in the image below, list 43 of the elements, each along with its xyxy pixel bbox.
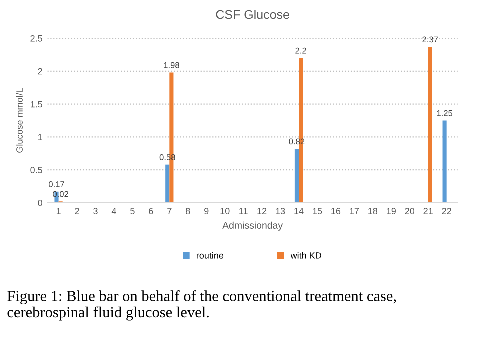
x-tick-label: 21	[424, 208, 433, 214]
x-tick-label: 4	[112, 208, 116, 214]
data-label: 1.25	[437, 110, 453, 116]
y-tick-label: 1.5	[30, 101, 42, 108]
bar	[442, 120, 447, 203]
x-tick-label: 17	[350, 208, 360, 214]
legend-label: with KD	[290, 252, 322, 259]
x-tick-label: 2	[75, 208, 80, 214]
data-label: 1.98	[164, 62, 180, 68]
x-tick-label: 20	[405, 208, 415, 214]
y-tick-label: 0.5	[30, 167, 42, 174]
x-tick-label: 19	[387, 208, 396, 214]
data-label: 2.2	[296, 48, 306, 54]
x-tick-label: 8	[186, 208, 190, 214]
data-label: 2.37	[422, 36, 438, 43]
x-tick-label: 15	[313, 208, 322, 214]
bar	[294, 149, 300, 203]
x-tick-label: 12	[258, 208, 267, 214]
bar	[166, 164, 170, 203]
y-tick-label: 2.5	[30, 35, 42, 42]
x-tick-label: 10	[220, 208, 230, 214]
x-tick-label: 1	[56, 208, 61, 214]
x-tick-label: 6	[149, 208, 154, 214]
x-tick-label: 5	[130, 208, 135, 214]
x-tick-label: 11	[240, 208, 248, 214]
x-tick-label: 7	[168, 208, 172, 214]
y-tick-label: 2	[38, 68, 42, 75]
y-tick-label: 1	[38, 134, 42, 140]
y-axis-title: Glucose mmol/L	[16, 88, 23, 153]
x-tick-label: 16	[332, 208, 341, 214]
x-tick-label: 18	[368, 208, 378, 214]
caption: Figure 1: Blue bar on behalf of the conventional treatment case, cerebrospinal fluid glucose level.	[8, 290, 396, 321]
data-label: 0.17	[48, 181, 64, 188]
bar	[428, 47, 432, 203]
x-axis-title: Admissionday	[222, 222, 284, 231]
legend-label: routine	[196, 252, 224, 259]
y-tick-label: 0	[38, 200, 42, 206]
x-tick-label: 14	[294, 208, 304, 214]
x-tick-label: 9	[204, 208, 209, 214]
chart-title: CSF Glucose	[216, 10, 290, 20]
x-tick-label: 13	[276, 208, 286, 214]
x-tick-label: 3	[94, 208, 98, 214]
x-tick-label: 22	[442, 208, 452, 214]
